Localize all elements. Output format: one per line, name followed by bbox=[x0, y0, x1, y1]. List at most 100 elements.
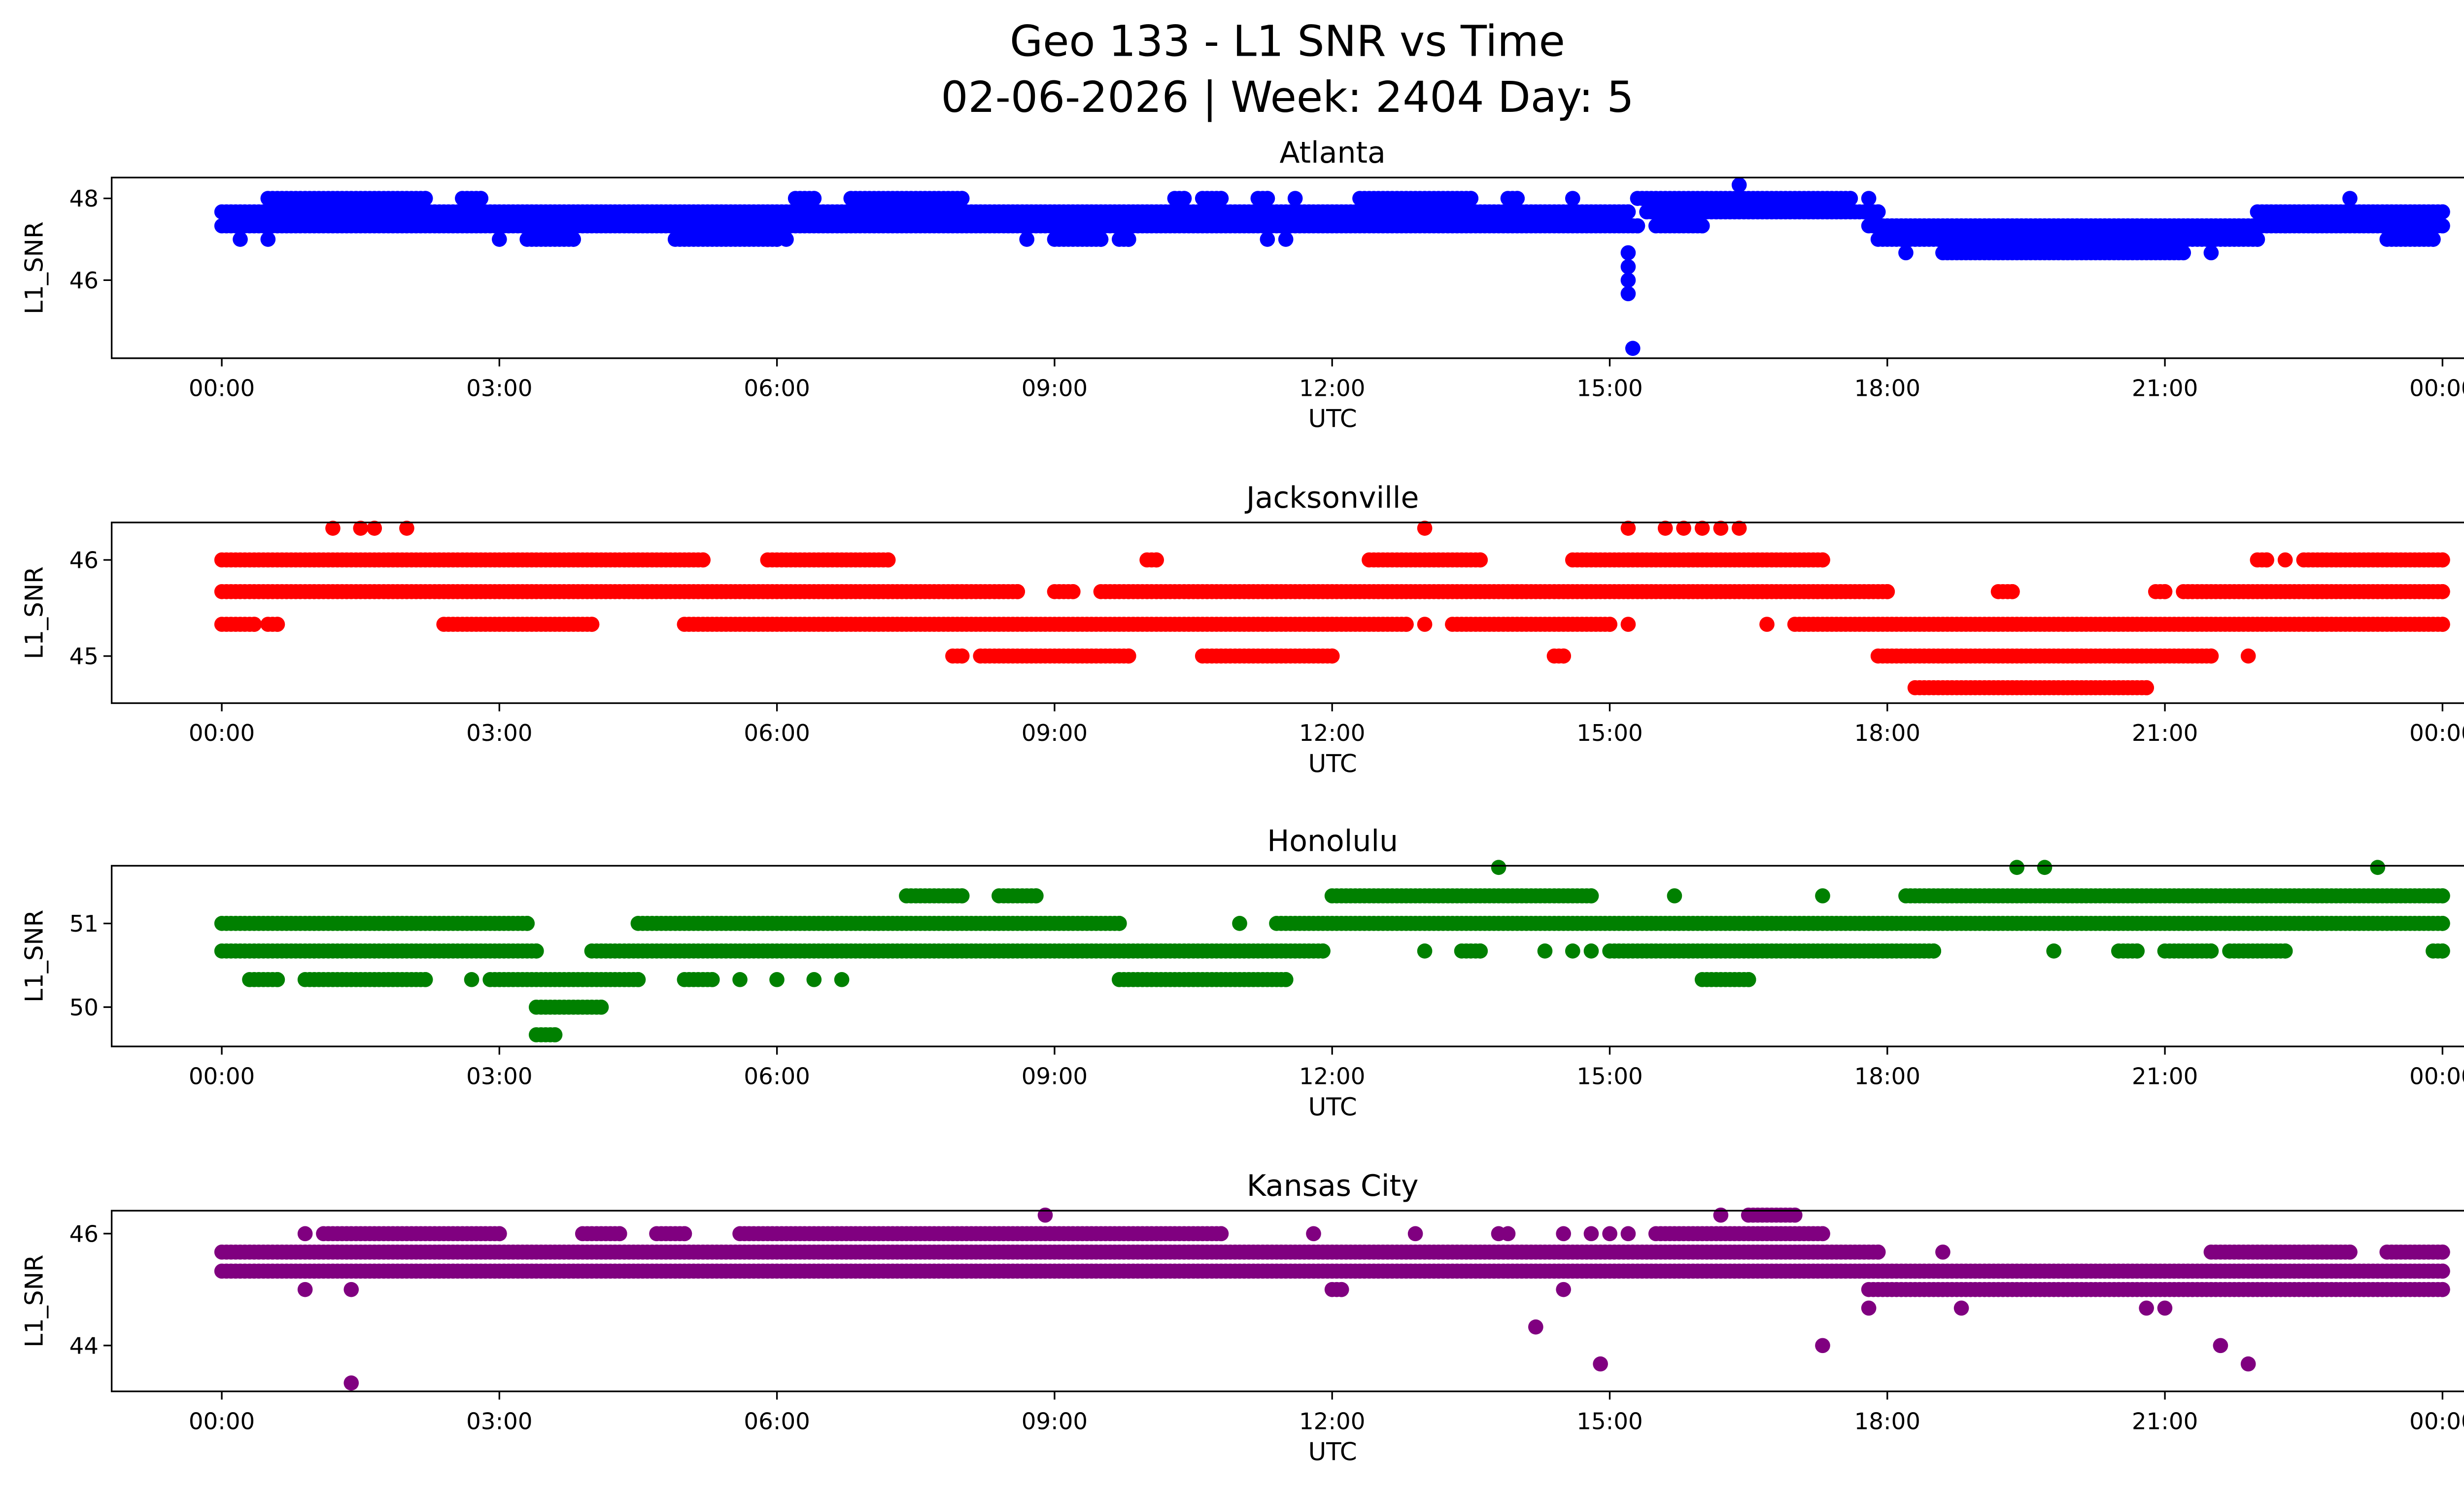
data-point bbox=[2203, 648, 2219, 664]
data-point bbox=[2005, 584, 2020, 599]
data-point bbox=[1093, 232, 1109, 247]
data-point bbox=[704, 972, 720, 987]
x-axis-label: UTC bbox=[1308, 749, 1357, 778]
data-point bbox=[1213, 191, 1229, 206]
data-point bbox=[769, 972, 785, 987]
data-point bbox=[1815, 1226, 1830, 1242]
data-point bbox=[1935, 1244, 1951, 1260]
data-point bbox=[1953, 1300, 1969, 1316]
x-tick-label: 00:00 bbox=[189, 1408, 255, 1435]
x-tick-label: 00:00 bbox=[189, 1064, 255, 1090]
data-point bbox=[1620, 273, 1636, 288]
y-tick-label: 51 bbox=[69, 911, 99, 938]
data-point bbox=[1111, 916, 1127, 931]
x-tick-label: 06:00 bbox=[744, 1408, 810, 1435]
data-point bbox=[1815, 552, 1830, 568]
data-point bbox=[1625, 341, 1641, 356]
data-point bbox=[1399, 617, 1414, 632]
x-tick-label: 15:00 bbox=[1576, 1064, 1643, 1090]
data-point bbox=[2435, 617, 2450, 632]
data-point bbox=[492, 232, 507, 247]
data-point bbox=[1843, 191, 1858, 206]
data-point bbox=[2342, 1244, 2358, 1260]
data-point bbox=[1278, 232, 1294, 247]
data-point bbox=[2435, 943, 2450, 959]
data-point bbox=[695, 552, 711, 568]
data-point bbox=[473, 191, 489, 206]
data-point bbox=[566, 232, 581, 247]
data-point bbox=[1713, 1207, 1729, 1223]
data-point bbox=[954, 191, 970, 206]
data-point bbox=[1019, 232, 1034, 247]
data-point bbox=[2277, 552, 2293, 568]
data-point bbox=[1065, 584, 1081, 599]
data-points bbox=[214, 177, 2450, 356]
data-point bbox=[270, 972, 285, 987]
data-point bbox=[1232, 916, 1247, 931]
data-point bbox=[1315, 943, 1331, 959]
data-point bbox=[834, 972, 850, 987]
plot-frame bbox=[110, 522, 2464, 704]
x-axis-label: UTC bbox=[1308, 405, 1357, 433]
data-point bbox=[1556, 648, 1571, 664]
data-point bbox=[2370, 860, 2386, 875]
data-point bbox=[1324, 648, 1340, 664]
data-point bbox=[1556, 1282, 1571, 1297]
x-tick-label: 21:00 bbox=[2132, 720, 2198, 747]
data-point bbox=[1759, 617, 1775, 632]
data-point bbox=[2213, 1338, 2228, 1354]
data-point bbox=[1815, 888, 1830, 904]
x-tick-label: 00:00 bbox=[189, 375, 255, 402]
data-point bbox=[233, 232, 248, 247]
data-point bbox=[1593, 1356, 1608, 1372]
data-point bbox=[1278, 972, 1294, 987]
data-point bbox=[1463, 191, 1479, 206]
data-point bbox=[1620, 245, 1636, 261]
x-tick-label: 18:00 bbox=[1854, 1064, 1920, 1090]
x-tick-label: 00:00 bbox=[2409, 1064, 2464, 1090]
data-point bbox=[2139, 680, 2154, 695]
panel-title: Kansas City bbox=[1247, 1169, 1419, 1203]
y-tick-label: 46 bbox=[69, 268, 99, 294]
panel-title: Honolulu bbox=[1267, 824, 1398, 858]
data-point bbox=[1213, 1226, 1229, 1242]
data-point bbox=[2277, 943, 2293, 959]
data-point bbox=[2435, 204, 2450, 220]
data-point bbox=[593, 1000, 609, 1015]
data-point bbox=[2240, 1356, 2256, 1372]
data-point bbox=[417, 191, 433, 206]
data-point bbox=[2435, 916, 2450, 931]
data-point bbox=[584, 617, 600, 632]
y-tick-label: 45 bbox=[69, 644, 99, 670]
data-point bbox=[732, 972, 748, 987]
y-axis-label: L1_SNR bbox=[20, 909, 49, 1002]
x-tick-label: 03:00 bbox=[466, 1064, 532, 1090]
data-point bbox=[1556, 1226, 1571, 1242]
data-point bbox=[1620, 286, 1636, 302]
data-point bbox=[954, 648, 970, 664]
data-point bbox=[519, 916, 535, 931]
data-point bbox=[1260, 191, 1275, 206]
chart-title-line1: Geo 133 - L1 SNR vs Time bbox=[1010, 17, 1565, 67]
data-point bbox=[1334, 1282, 1349, 1297]
data-point bbox=[2435, 584, 2450, 599]
data-point bbox=[1583, 888, 1599, 904]
data-point bbox=[1630, 218, 1645, 234]
data-point bbox=[1926, 943, 1942, 959]
x-tick-label: 09:00 bbox=[1022, 720, 1088, 747]
x-tick-label: 03:00 bbox=[466, 720, 532, 747]
data-point bbox=[1306, 1226, 1321, 1242]
data-point bbox=[1121, 232, 1136, 247]
data-point bbox=[343, 1375, 359, 1391]
data-point bbox=[2426, 232, 2441, 247]
data-point bbox=[1472, 552, 1488, 568]
x-tick-label: 06:00 bbox=[744, 1064, 810, 1090]
data-point bbox=[1417, 943, 1433, 959]
data-point bbox=[1620, 617, 1636, 632]
data-point bbox=[954, 888, 970, 904]
data-point bbox=[2435, 1263, 2450, 1279]
